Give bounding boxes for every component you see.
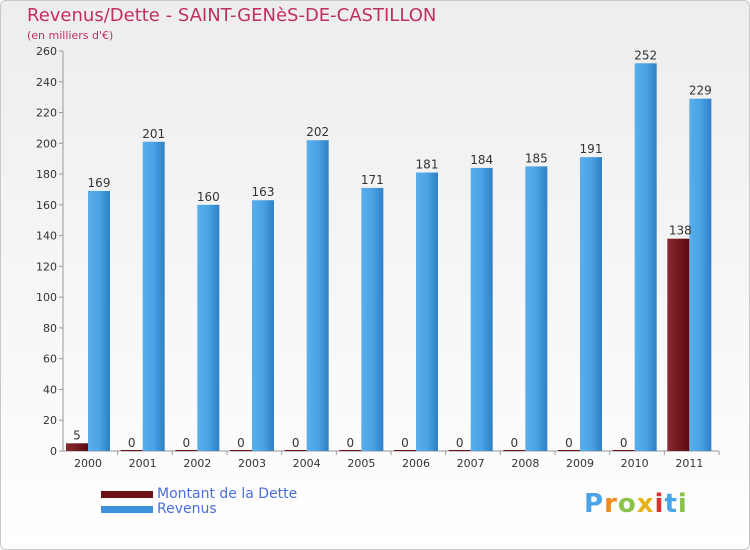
y-tick-label: 200 [36,137,57,150]
logo-letter: i [654,489,665,519]
dette-bar [120,450,143,451]
chart-subtitle: (en milliers d'€) [27,29,114,42]
x-tick-label: 2003 [238,457,266,470]
y-tick-label: 80 [43,322,57,335]
dette-value-label: 0 [620,436,628,450]
y-tick-label: 40 [43,383,57,396]
dette-value-label: 0 [511,436,519,450]
x-tick-label: 2004 [293,457,321,470]
revenus-value-label: 252 [634,48,657,62]
legend-swatch-revenus [101,506,153,513]
revenus-value-label: 163 [252,185,275,199]
x-tick-label: 2007 [457,457,485,470]
axes: 0 20 40 60 80 100 120 140 160 180 200 220 240 260 2000… [36,45,720,470]
dette-bar [558,450,580,451]
dette-bar [284,450,307,451]
revenus-value-label: 229 [689,84,712,98]
dette-bar [448,450,471,451]
y-tick-label: 260 [36,45,57,58]
x-tick-label: 2010 [621,457,649,470]
revenus-bar [689,98,712,451]
x-tick-label: 2001 [129,457,157,470]
dette-bar [175,450,198,451]
revenus-bar [580,157,602,451]
logo-letter: r [604,489,618,519]
dette-bar [667,238,690,451]
revenus-bar [525,166,548,451]
dette-bar [66,443,88,451]
revenus-bar [306,140,329,451]
x-tick-label: 2011 [675,457,703,470]
dette-bar [612,450,635,451]
revenus-bar [416,172,438,452]
legend-label-dette: Montant de la Dette [157,486,298,502]
logo-letter: P [584,489,605,519]
revenus-bar [142,141,165,451]
x-tick-label: 2009 [566,457,594,470]
dette-value-label: 0 [347,436,355,450]
legend-label-revenus: Revenus [157,501,217,517]
dette-value-label: 138 [669,224,692,238]
bars [66,63,712,452]
revenus-value-label: 201 [142,127,165,141]
dette-value-label: 0 [128,436,136,450]
y-tick-label: 20 [43,414,57,427]
revenus-value-label: 184 [470,153,493,167]
revenus-value-label: 185 [525,151,548,165]
logo-letter: i [677,489,688,519]
revenus-bar [634,63,657,452]
chart-title: Revenus/Dette - SAINT-GENèS-DE-CASTILLON [27,5,437,26]
dette-bar [503,450,526,451]
revenus-value-label: 160 [197,190,220,204]
revenus-value-label: 202 [306,125,329,139]
dette-value-label: 0 [456,436,464,450]
x-tick-label: 2008 [511,457,539,470]
proxiti-logo: Proxiti [584,489,688,519]
data-labels: 5 169 0 201 0 160 0 163 0 202 0 171 0 181 0 184 0 185 0 191… [73,48,712,450]
dette-bar [394,450,416,451]
dette-value-label: 0 [565,436,573,450]
x-tick-label: 2000 [74,457,102,470]
y-tick-label: 100 [36,291,57,304]
revenus-bar [470,167,493,451]
x-tick-label: 2002 [183,457,211,470]
y-tick-label: 60 [43,353,57,366]
dette-value-label: 0 [183,436,191,450]
x-tick-label: 2006 [402,457,430,470]
revenus-bar [197,204,220,451]
revenus-bar [88,191,110,451]
y-tick-label: 240 [36,76,57,89]
logo-letter: x [636,489,655,519]
y-tick-label: 180 [36,168,57,181]
y-tick-label: 160 [36,199,57,212]
y-tick-label: 120 [36,260,57,273]
x-tick-label: 2005 [347,457,375,470]
y-tick-label: 0 [50,445,57,458]
revenus-bar [361,187,384,451]
dette-value-label: 0 [292,436,300,450]
revenus-value-label: 169 [88,176,111,190]
logo-letter: t [664,489,678,519]
dette-value-label: 0 [401,436,409,450]
y-tick-label: 220 [36,107,57,120]
logo-letter: o [617,489,637,519]
revenus-value-label: 181 [416,158,439,172]
dette-bar [230,450,252,451]
revenus-bar [252,200,274,451]
dette-bar [339,450,362,451]
revenus-value-label: 171 [361,173,384,187]
dette-value-label: 0 [237,436,245,450]
y-tick-label: 140 [36,230,57,243]
revenus-value-label: 191 [580,142,603,156]
legend-swatch-dette [101,491,153,498]
dette-value-label: 5 [73,428,81,442]
